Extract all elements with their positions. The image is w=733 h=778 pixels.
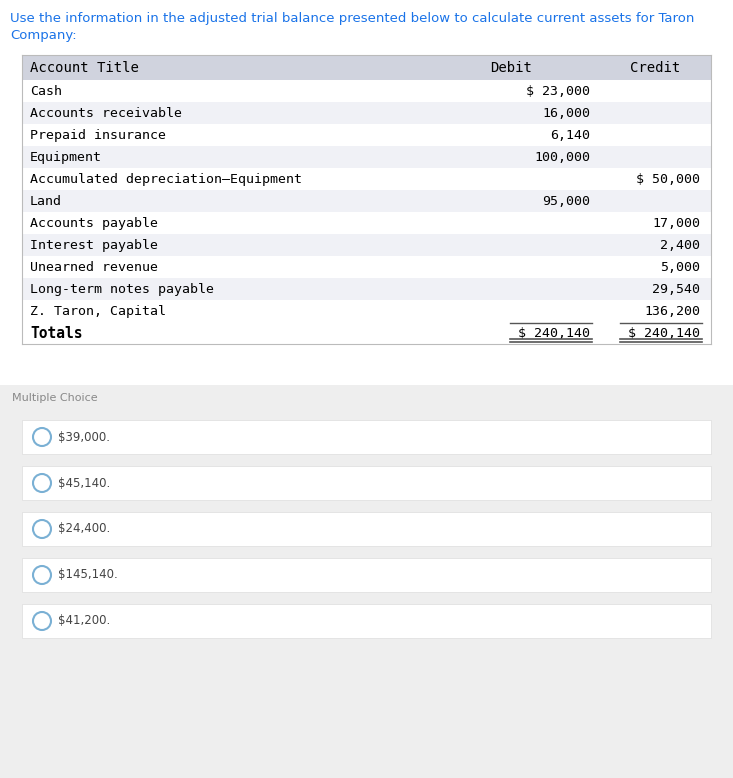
FancyBboxPatch shape (22, 80, 711, 102)
FancyBboxPatch shape (22, 466, 711, 500)
Text: Land: Land (30, 194, 62, 208)
Text: Interest payable: Interest payable (30, 239, 158, 251)
Text: 29,540: 29,540 (652, 282, 700, 296)
Text: Use the information in the adjusted trial balance presented below to calculate c: Use the information in the adjusted tria… (10, 12, 694, 25)
Text: Totals: Totals (30, 325, 83, 341)
FancyBboxPatch shape (22, 55, 711, 80)
Text: Accounts payable: Accounts payable (30, 216, 158, 230)
Text: $ 240,140: $ 240,140 (628, 327, 700, 339)
Text: 100,000: 100,000 (534, 150, 590, 163)
Text: Accumulated depreciation–Equipment: Accumulated depreciation–Equipment (30, 173, 302, 185)
FancyBboxPatch shape (22, 558, 711, 592)
Text: $45,140.: $45,140. (58, 476, 110, 489)
Text: Equipment: Equipment (30, 150, 102, 163)
Text: Prepaid insurance: Prepaid insurance (30, 128, 166, 142)
Text: 6,140: 6,140 (550, 128, 590, 142)
FancyBboxPatch shape (22, 212, 711, 234)
Text: Multiple Choice: Multiple Choice (12, 393, 97, 403)
Text: 5,000: 5,000 (660, 261, 700, 274)
FancyBboxPatch shape (22, 234, 711, 256)
Text: 16,000: 16,000 (542, 107, 590, 120)
FancyBboxPatch shape (22, 190, 711, 212)
FancyBboxPatch shape (22, 146, 711, 168)
FancyBboxPatch shape (22, 124, 711, 146)
FancyBboxPatch shape (22, 300, 711, 322)
FancyBboxPatch shape (22, 604, 711, 638)
FancyBboxPatch shape (22, 322, 711, 344)
Text: Account Title: Account Title (30, 61, 139, 75)
Text: Cash: Cash (30, 85, 62, 97)
Text: 17,000: 17,000 (652, 216, 700, 230)
Text: $39,000.: $39,000. (58, 430, 110, 443)
FancyBboxPatch shape (22, 420, 711, 454)
Text: 136,200: 136,200 (644, 304, 700, 317)
FancyBboxPatch shape (22, 102, 711, 124)
Text: Long-term notes payable: Long-term notes payable (30, 282, 214, 296)
Text: $ 23,000: $ 23,000 (526, 85, 590, 97)
FancyBboxPatch shape (22, 278, 711, 300)
Text: $ 50,000: $ 50,000 (636, 173, 700, 185)
FancyBboxPatch shape (0, 385, 733, 778)
Text: Unearned revenue: Unearned revenue (30, 261, 158, 274)
Text: 2,400: 2,400 (660, 239, 700, 251)
Text: Debit: Debit (490, 61, 532, 75)
FancyBboxPatch shape (22, 168, 711, 190)
Text: $41,200.: $41,200. (58, 615, 110, 628)
Text: $24,400.: $24,400. (58, 523, 110, 535)
Text: Z. Taron, Capital: Z. Taron, Capital (30, 304, 166, 317)
FancyBboxPatch shape (22, 256, 711, 278)
Text: $ 240,140: $ 240,140 (518, 327, 590, 339)
Text: Company:: Company: (10, 29, 77, 42)
Text: $145,140.: $145,140. (58, 569, 118, 581)
Text: 95,000: 95,000 (542, 194, 590, 208)
FancyBboxPatch shape (22, 512, 711, 546)
Text: Credit: Credit (630, 61, 680, 75)
Text: Accounts receivable: Accounts receivable (30, 107, 182, 120)
